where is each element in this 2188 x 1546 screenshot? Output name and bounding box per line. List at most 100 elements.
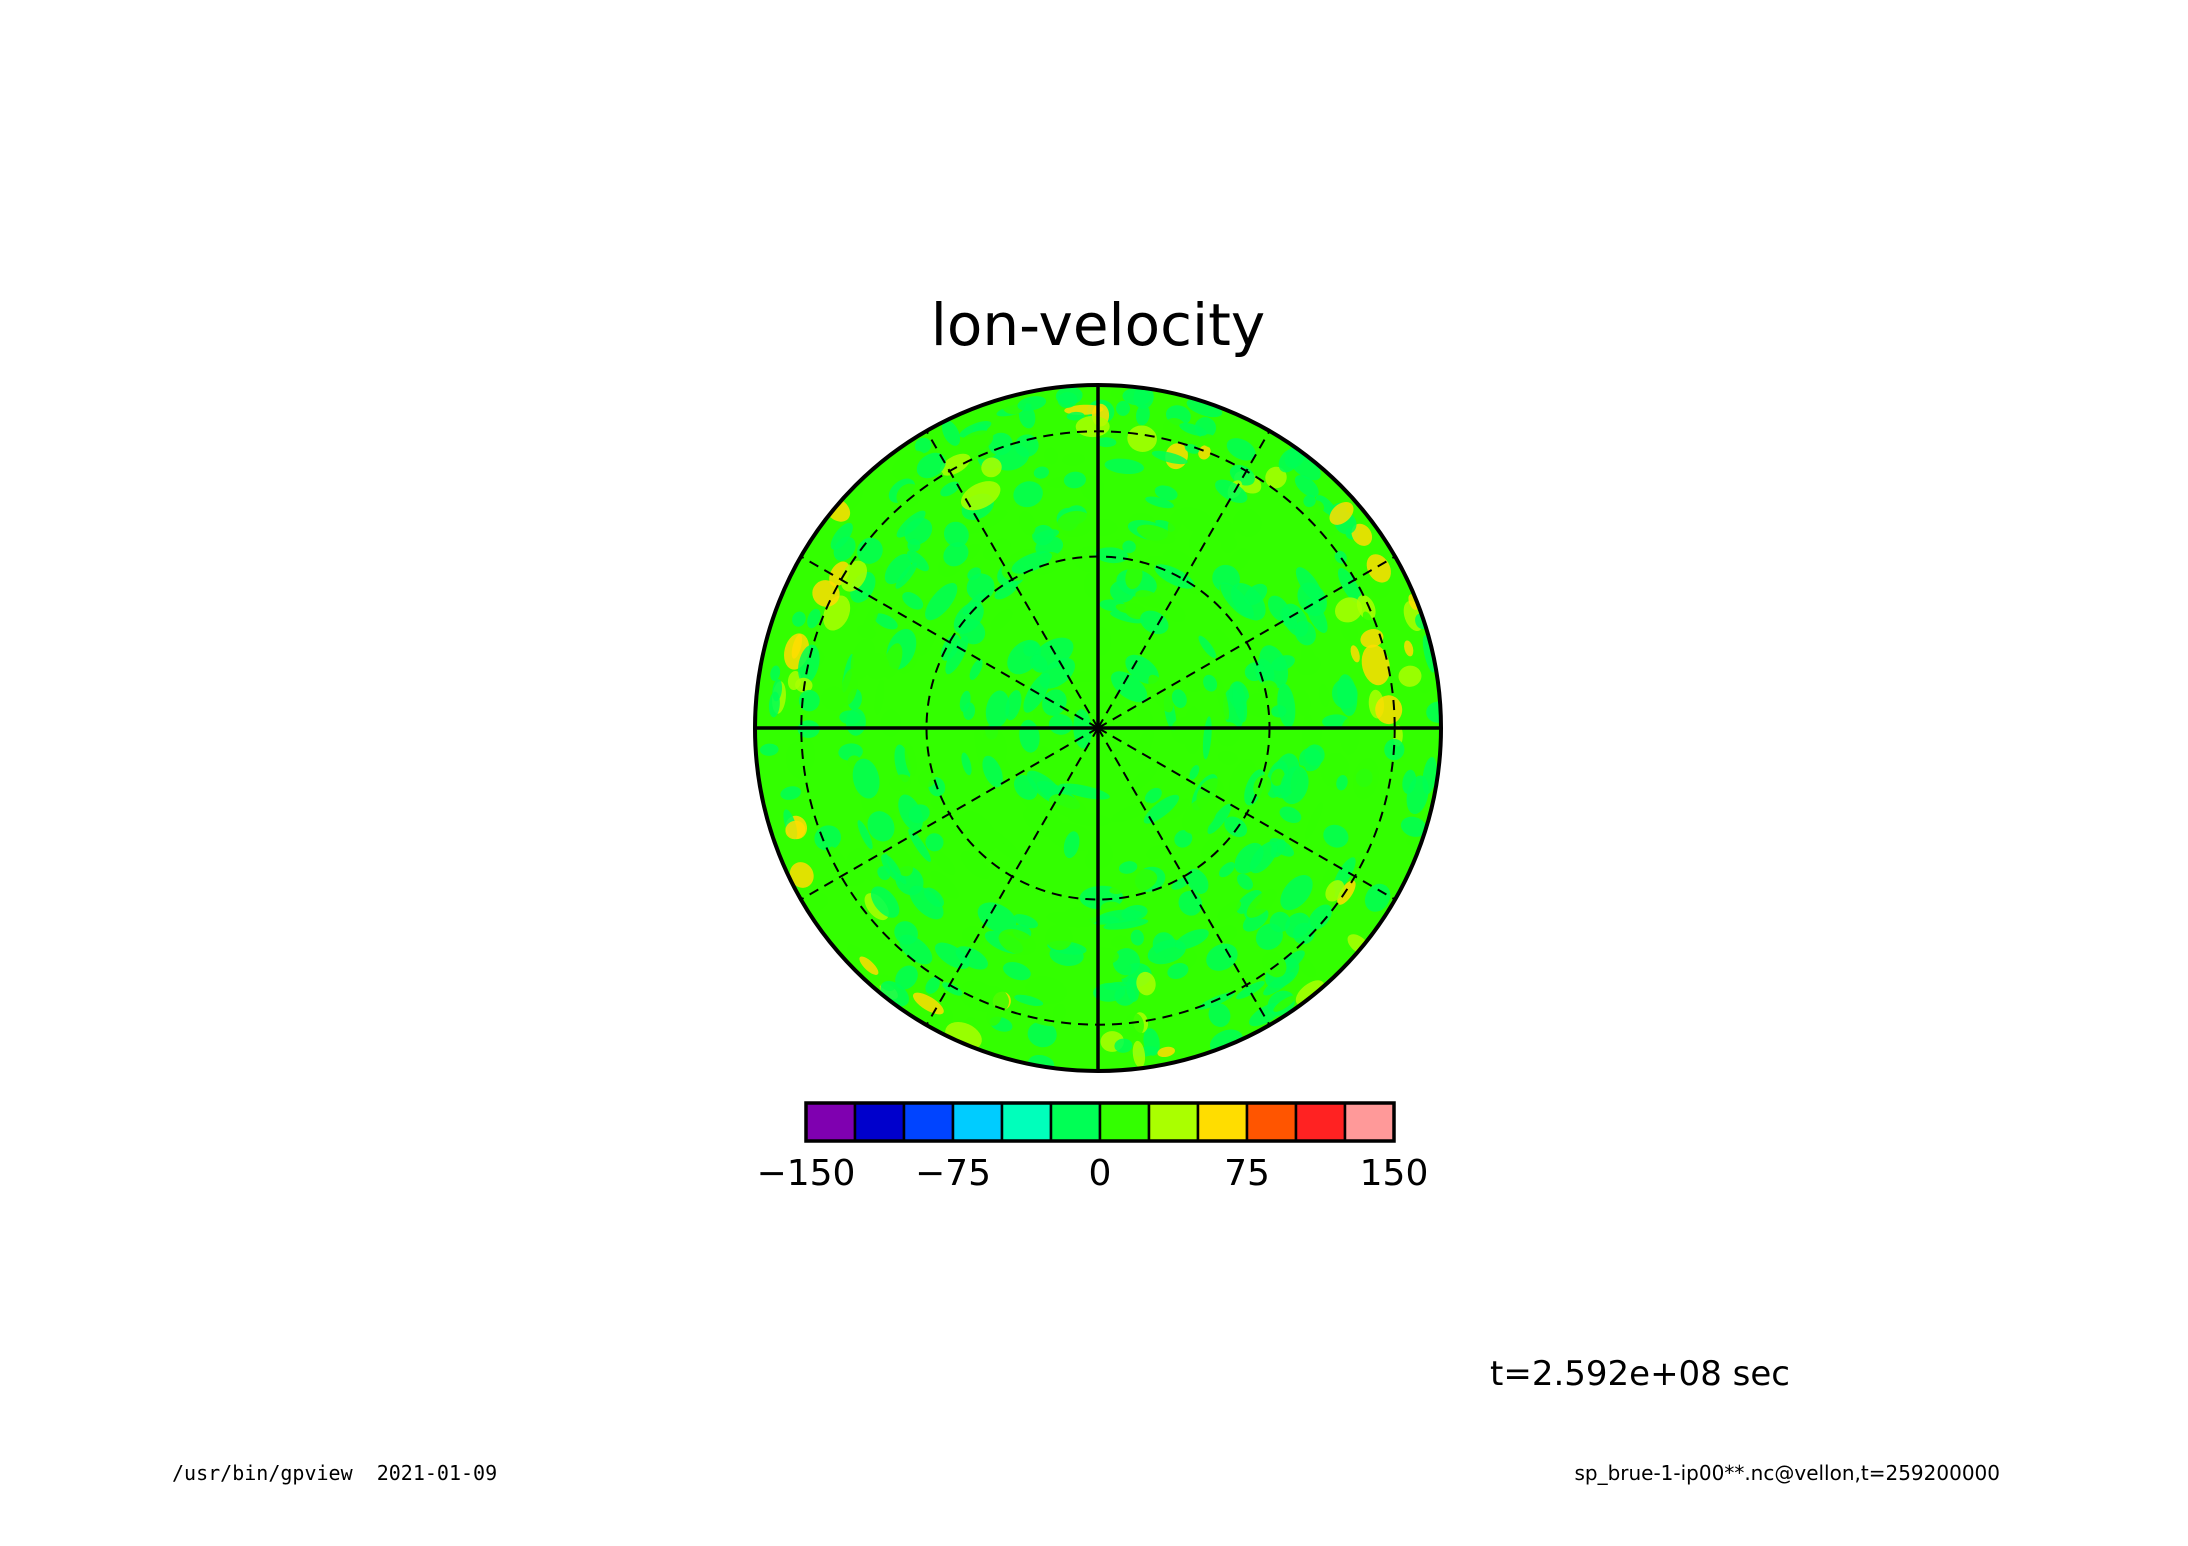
- field-cell: [982, 755, 1003, 788]
- meridian-line: [1097, 430, 1271, 729]
- colorbar-tick-label: 75: [1224, 1153, 1270, 1194]
- map-grid: [755, 385, 1441, 1071]
- colorbar-swatch: [902, 1101, 955, 1143]
- field-cell: [930, 870, 959, 899]
- field-cell: [1246, 693, 1271, 717]
- field-cell: [1208, 1003, 1231, 1027]
- field-cell: [1175, 929, 1209, 950]
- field-cell: [874, 679, 885, 715]
- field-cell: [958, 430, 994, 455]
- colorbar-tick-label: 0: [1089, 1153, 1112, 1194]
- field-cell: [1111, 802, 1152, 823]
- field-cell: [955, 946, 988, 970]
- field-cell: [940, 634, 961, 661]
- field-cell: [1130, 929, 1144, 946]
- field-cell: [1331, 679, 1358, 709]
- field-cell: [812, 580, 840, 607]
- field-cell: [1118, 861, 1138, 874]
- field-cell: [1084, 947, 1119, 966]
- field-cell: [1341, 620, 1358, 642]
- field-cell: [1370, 580, 1390, 599]
- field-cell: [1278, 448, 1300, 473]
- field-cell: [1048, 793, 1087, 818]
- field-cell: [792, 611, 806, 627]
- field-cell: [1063, 471, 1086, 489]
- field-cell: [874, 613, 898, 630]
- meridian-line: [800, 555, 1099, 729]
- field-cell: [1063, 831, 1080, 859]
- field-cell: [895, 965, 918, 990]
- field-cell: [1422, 635, 1436, 673]
- field-cell: [983, 538, 1011, 561]
- field-cell: [894, 921, 918, 945]
- field-cell: [1242, 908, 1269, 932]
- field-cell: [1353, 758, 1379, 800]
- field-cell: [960, 481, 1001, 511]
- field-cell: [918, 770, 936, 788]
- field-cell: [1426, 701, 1441, 723]
- field-cell: [943, 542, 969, 567]
- field-cell: [889, 774, 912, 791]
- field-cell: [1186, 398, 1223, 418]
- field-cell: [914, 437, 932, 454]
- field-cell: [1189, 765, 1200, 780]
- field-cell: [1114, 985, 1136, 1006]
- field-cell: [1136, 971, 1156, 996]
- field-cell: [1027, 1021, 1057, 1048]
- field-cell: [1011, 551, 1053, 574]
- field-cell: [1233, 508, 1262, 537]
- field-cell: [1100, 901, 1121, 914]
- field-cell: [1375, 695, 1403, 725]
- field-cell: [941, 420, 961, 446]
- field-cell: [1362, 611, 1373, 628]
- field-cell: [1209, 629, 1231, 653]
- field-cell: [1125, 564, 1143, 590]
- field-cell: [1304, 744, 1325, 766]
- field-cell: [1361, 644, 1390, 686]
- field-cell: [1148, 674, 1174, 713]
- field-cell: [1184, 444, 1200, 454]
- field-cell: [1126, 766, 1157, 793]
- field-cell: [1177, 507, 1217, 535]
- field-cell: [1271, 705, 1287, 718]
- field-cell: [1313, 500, 1325, 512]
- field-cell: [770, 665, 781, 681]
- field-cell: [1280, 766, 1309, 805]
- field-cell: [945, 636, 969, 675]
- field-cell: [1206, 943, 1238, 971]
- colorbar-frame: [804, 1101, 1396, 1143]
- field-cell: [1325, 880, 1345, 902]
- field-cell: [830, 522, 853, 550]
- field-cell: [1185, 673, 1209, 692]
- chart-title: lon-velocity: [931, 291, 1265, 359]
- field-cell: [1110, 611, 1144, 624]
- field-cell: [904, 743, 917, 776]
- field-cell: [1318, 684, 1330, 707]
- field-cell: [809, 893, 828, 911]
- field-cell: [969, 659, 983, 680]
- field-cell: [1029, 654, 1048, 673]
- field-cell: [994, 581, 1018, 600]
- field-cell: [1025, 976, 1068, 1004]
- field-cell: [1179, 423, 1207, 436]
- field-cell: [934, 942, 970, 970]
- field-cell: [1199, 434, 1221, 449]
- field-cell: [1143, 794, 1180, 824]
- field-cell: [1171, 689, 1187, 708]
- field-cell: [940, 481, 960, 497]
- field-cell: [1203, 674, 1218, 692]
- colorbar-swatch: [1196, 1101, 1249, 1143]
- field-cell: [1406, 775, 1429, 815]
- field-cell: [1322, 863, 1342, 887]
- field-cell: [1212, 564, 1240, 593]
- field-cell: [998, 929, 1036, 955]
- field-cell: [881, 854, 902, 882]
- field-cell: [907, 550, 929, 572]
- field-cell: [1265, 466, 1287, 489]
- field-cell: [1249, 841, 1278, 874]
- field-cell: [1167, 509, 1184, 536]
- field-cell: [1133, 385, 1154, 409]
- field-cell: [977, 902, 1017, 933]
- field-cell: [860, 603, 880, 638]
